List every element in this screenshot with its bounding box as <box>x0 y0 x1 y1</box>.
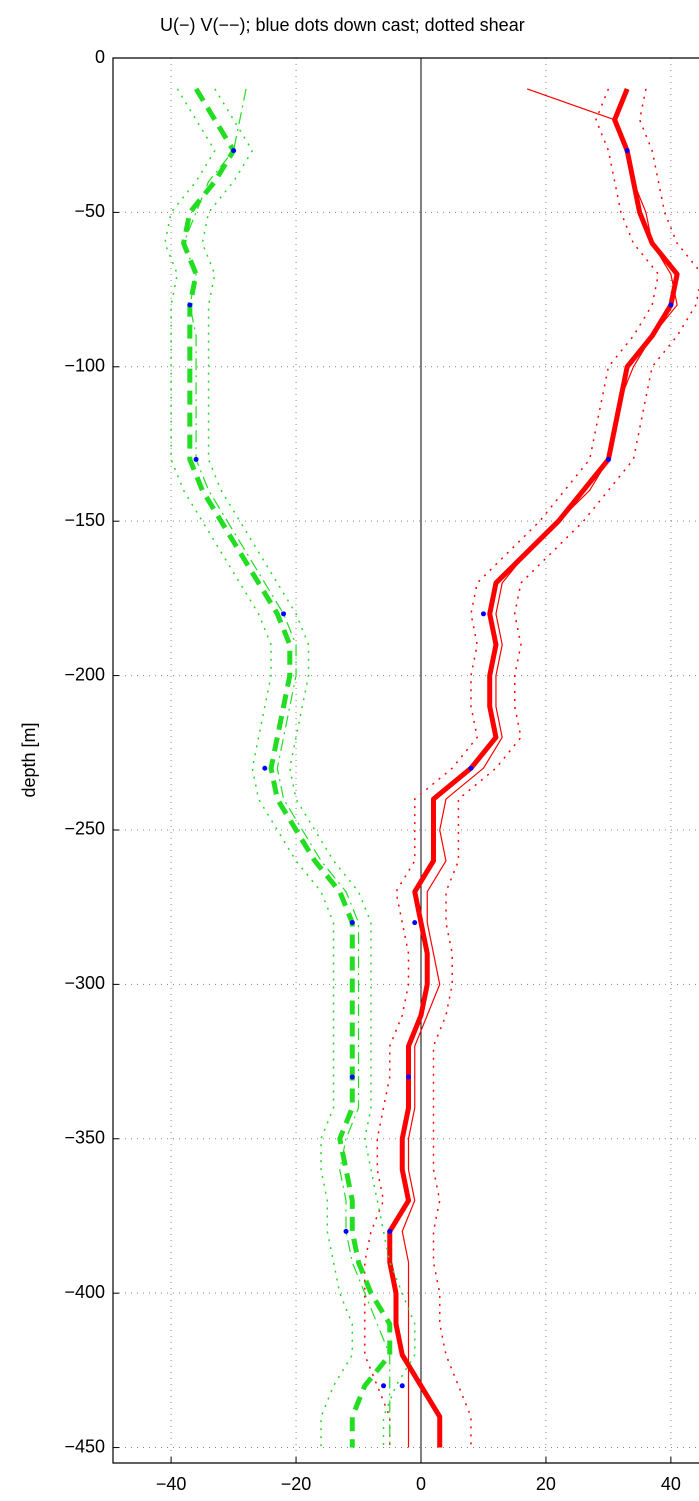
data-point <box>193 456 199 462</box>
axes-box <box>112 57 699 1464</box>
y-tick-label: −150 <box>64 510 105 530</box>
profile-line <box>387 87 680 1448</box>
data-point <box>480 611 486 617</box>
x-tick-label: −20 <box>281 1474 312 1494</box>
profile-line <box>181 87 393 1448</box>
y-tick-label: −450 <box>64 1436 105 1456</box>
data-point <box>349 1074 355 1080</box>
data-point <box>468 765 474 771</box>
y-tick-label: 0 <box>95 47 105 67</box>
data-point <box>262 765 268 771</box>
data-point <box>668 302 674 308</box>
data-point <box>412 920 418 926</box>
y-tick-label: −250 <box>64 819 105 839</box>
y-tick-label: −300 <box>64 973 105 993</box>
x-tick-label: −40 <box>156 1474 187 1494</box>
data-point <box>605 456 611 462</box>
data-point <box>381 1383 387 1389</box>
y-tick-label: −100 <box>64 356 105 376</box>
data-point <box>387 1228 393 1234</box>
x-tick-label: 40 <box>661 1474 681 1494</box>
x-tick-label: 0 <box>416 1474 426 1494</box>
data-point <box>281 611 287 617</box>
data-point <box>405 1074 411 1080</box>
profile-line <box>182 88 391 1448</box>
chart-title: U(−) V(−−); blue dots down cast; dotted … <box>160 15 525 35</box>
profile-line <box>401 88 678 1448</box>
data-point <box>349 920 355 926</box>
y-tick-label: −350 <box>64 1128 105 1148</box>
profile-line <box>364 88 660 1448</box>
data-point <box>399 1383 405 1389</box>
y-tick-label: −50 <box>74 201 105 221</box>
profile-line <box>201 88 416 1448</box>
x-tick-label: 20 <box>536 1474 556 1494</box>
data-point <box>231 148 237 154</box>
y-tick-label: −400 <box>64 1282 105 1302</box>
data-point <box>187 302 193 308</box>
y-tick-label: −200 <box>64 664 105 684</box>
y-axis-label: depth [m] <box>19 722 39 797</box>
data-point <box>624 148 630 154</box>
data-point <box>343 1228 349 1234</box>
